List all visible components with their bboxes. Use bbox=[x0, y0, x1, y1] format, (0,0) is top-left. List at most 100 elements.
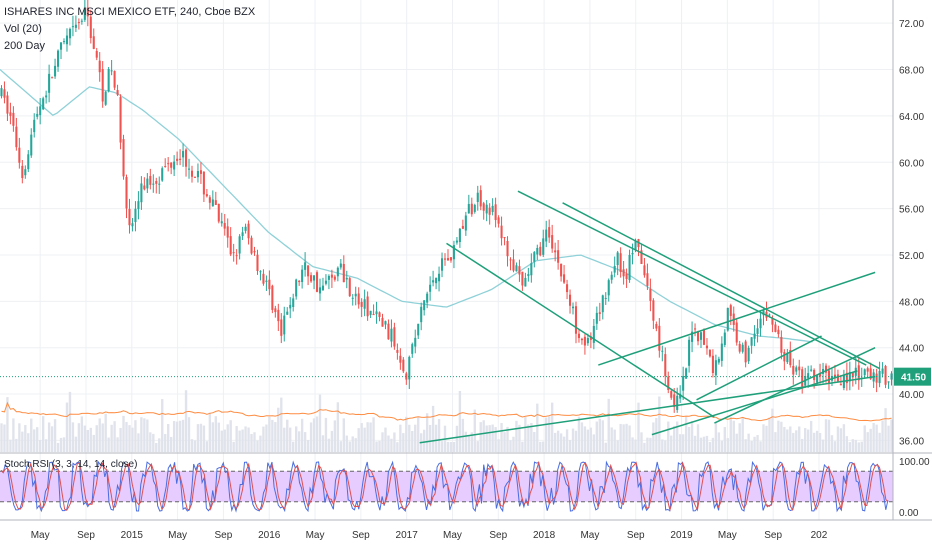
candle-body bbox=[232, 252, 235, 254]
volume-bar bbox=[3, 424, 6, 452]
candle-body bbox=[173, 161, 176, 170]
volume-bar bbox=[625, 423, 628, 452]
volume-bar bbox=[705, 435, 709, 452]
volume-bar bbox=[607, 398, 610, 452]
symbol-title[interactable]: ISHARES INC MSCI MEXICO ETF, 240, Cboe B… bbox=[4, 6, 256, 18]
candle-body bbox=[497, 217, 500, 224]
candle-body bbox=[158, 183, 161, 185]
candle-body bbox=[310, 275, 313, 282]
volume-bar bbox=[670, 435, 673, 452]
volume-bar bbox=[437, 419, 441, 452]
volume-bar bbox=[857, 442, 860, 452]
ma-indicator-label[interactable]: 200 Day bbox=[4, 40, 45, 52]
volume-bar bbox=[384, 427, 387, 452]
candle-body bbox=[839, 384, 842, 386]
candle-body bbox=[863, 369, 866, 376]
volume-bar bbox=[354, 438, 357, 452]
candle-body bbox=[122, 139, 125, 177]
volume-bar bbox=[765, 425, 768, 452]
volume-bar bbox=[372, 417, 375, 452]
volume-bar bbox=[812, 432, 816, 452]
candle-body bbox=[250, 237, 253, 254]
candle-body bbox=[304, 262, 307, 270]
candle-body bbox=[500, 225, 503, 239]
candle-body bbox=[423, 300, 426, 311]
candle-body bbox=[83, 7, 86, 20]
candle-body bbox=[387, 323, 390, 340]
candle-body bbox=[65, 35, 69, 45]
volume-bar bbox=[613, 429, 616, 452]
volume-bar bbox=[729, 417, 732, 452]
volume-bar bbox=[238, 430, 241, 452]
volume-bar bbox=[98, 418, 101, 452]
volume-bar bbox=[452, 442, 456, 452]
volume-bar bbox=[241, 429, 244, 452]
volume-bar bbox=[753, 436, 756, 452]
volume-bar bbox=[470, 432, 473, 452]
time-tick-label: 202 bbox=[811, 530, 828, 541]
volume-bar bbox=[887, 425, 890, 452]
candle-body bbox=[241, 232, 244, 237]
volume-bar bbox=[503, 432, 506, 452]
candle-body bbox=[729, 305, 732, 316]
volume-bar bbox=[211, 422, 215, 452]
volume-bar bbox=[381, 432, 384, 452]
volume-bar bbox=[414, 424, 417, 452]
volume-bar bbox=[336, 402, 340, 452]
candle-body bbox=[521, 271, 524, 286]
price-tick-label: 36.00 bbox=[899, 436, 924, 447]
candle-body bbox=[470, 203, 473, 215]
time-tick-label: 2017 bbox=[396, 530, 419, 541]
volume-bar bbox=[720, 440, 724, 452]
candle-body bbox=[792, 365, 795, 375]
candle-body bbox=[155, 181, 158, 184]
volume-bar bbox=[300, 418, 304, 452]
candle-body bbox=[259, 271, 262, 273]
volume-bar bbox=[74, 436, 78, 452]
volume-bar bbox=[464, 431, 468, 452]
candle-body bbox=[363, 299, 366, 309]
volume-bar bbox=[545, 417, 548, 452]
volume-bar bbox=[131, 427, 134, 452]
current-price-label: 41.50 bbox=[901, 373, 926, 384]
volume-bar bbox=[38, 440, 42, 452]
volume-bar bbox=[253, 432, 256, 452]
volume-bar bbox=[71, 422, 75, 452]
volume-bar bbox=[491, 424, 494, 452]
candle-body bbox=[857, 365, 860, 381]
time-tick-label: Sep bbox=[489, 530, 507, 541]
volume-bar bbox=[47, 422, 51, 452]
candle-body bbox=[566, 284, 569, 293]
trendline bbox=[446, 242, 715, 418]
candle-body bbox=[524, 277, 527, 287]
volume-bar bbox=[738, 423, 741, 452]
candle-body bbox=[170, 162, 173, 168]
candle-body bbox=[801, 369, 804, 387]
candle-body bbox=[202, 171, 205, 195]
volume-bar bbox=[166, 424, 170, 452]
candle-body bbox=[774, 324, 777, 332]
candle-body bbox=[604, 297, 607, 299]
volume-bar bbox=[411, 430, 414, 452]
volume-bar bbox=[345, 435, 348, 452]
volume-bar bbox=[303, 432, 307, 452]
candle-body bbox=[57, 50, 60, 67]
volume-bar bbox=[396, 442, 399, 452]
volume-bar bbox=[158, 438, 161, 452]
volume-bar bbox=[744, 439, 747, 452]
candle-body bbox=[271, 285, 274, 310]
volume-bar bbox=[562, 436, 566, 452]
volume-bar bbox=[556, 430, 560, 452]
candle-body bbox=[223, 223, 226, 229]
candle-body bbox=[193, 176, 197, 178]
candle-body bbox=[77, 22, 80, 24]
candle-body bbox=[110, 70, 113, 72]
candle-body bbox=[351, 297, 354, 299]
volume-bar bbox=[119, 427, 122, 452]
volume-indicator-label[interactable]: Vol (20) bbox=[4, 23, 42, 35]
candle-body bbox=[125, 177, 128, 209]
candle-body bbox=[705, 345, 708, 349]
volume-bars bbox=[0, 390, 893, 452]
candle-body bbox=[851, 372, 854, 378]
